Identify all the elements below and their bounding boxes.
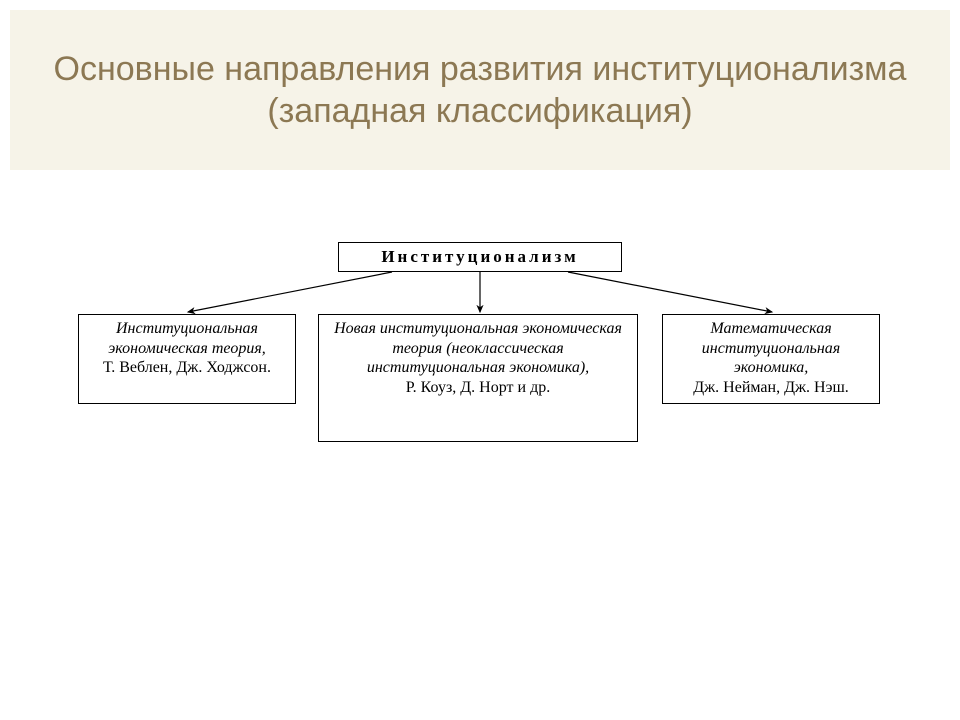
child-right-names: Дж. Нейман, Дж. Нэш. bbox=[693, 379, 849, 396]
child-node-left: Институциональная экономическая теория, … bbox=[78, 314, 296, 404]
slide-title: Основные направления развития институцио… bbox=[10, 10, 950, 170]
slide-title-text: Основные направления развития институцио… bbox=[40, 48, 920, 133]
child-node-right: Математическая институциональная экономи… bbox=[662, 314, 880, 404]
child-right-italic: Математическая институциональная экономи… bbox=[702, 320, 840, 376]
child-center-names: Р. Коуз, Д. Норт и др. bbox=[406, 379, 550, 396]
child-center-italic: Новая институциональная экономическая те… bbox=[334, 320, 622, 376]
root-node-label: Институционализм bbox=[381, 247, 578, 267]
child-left-italic: Институциональная экономическая теория, bbox=[108, 320, 266, 357]
child-node-center: Новая институциональная экономическая те… bbox=[318, 314, 638, 442]
diagram: Институционализм Институциональная эконо… bbox=[0, 242, 960, 502]
slide: Основные направления развития институцио… bbox=[0, 0, 960, 720]
root-node: Институционализм bbox=[338, 242, 622, 272]
child-left-names: Т. Веблен, Дж. Ходжсон. bbox=[103, 359, 271, 376]
